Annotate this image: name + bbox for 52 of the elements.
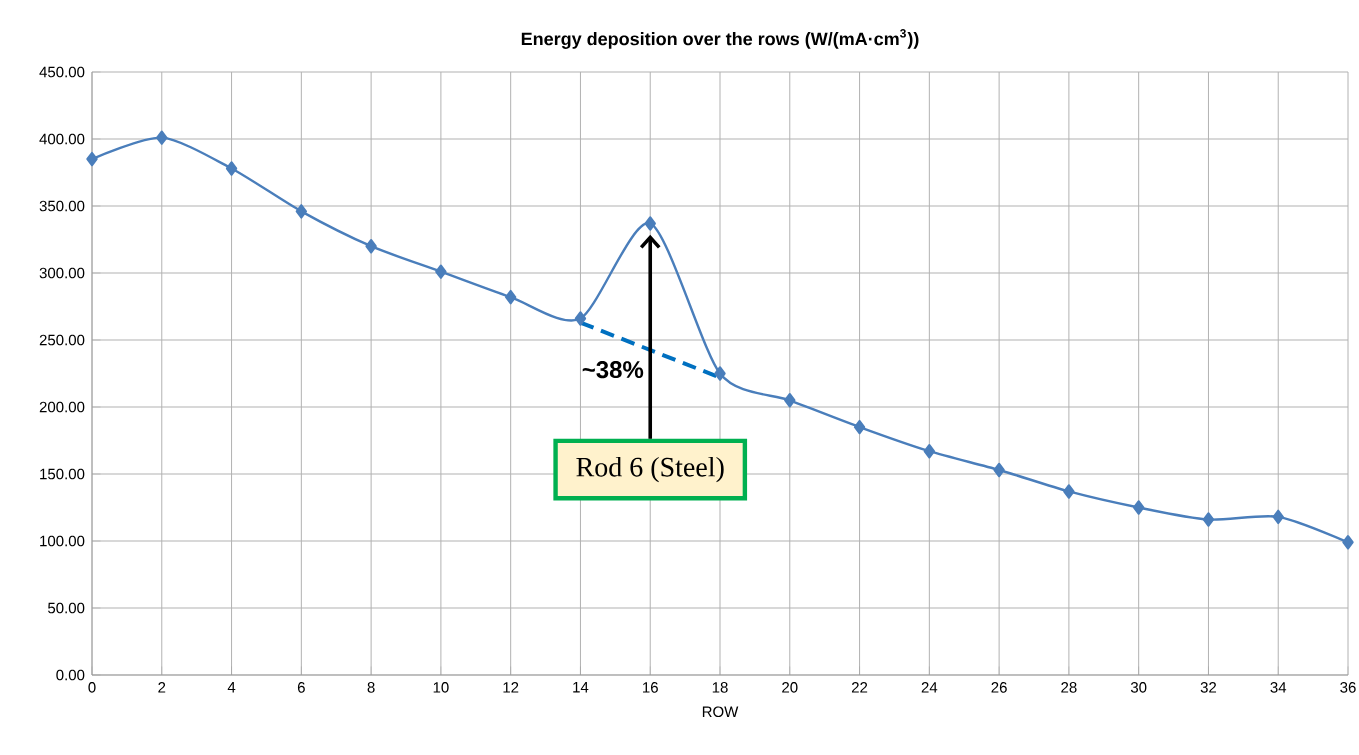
point — [295, 204, 308, 219]
point — [574, 311, 587, 326]
y-tick-label: 300.00 — [39, 267, 85, 279]
point — [86, 151, 98, 167]
point — [1063, 484, 1075, 499]
x-tick-label: 20 — [782, 682, 798, 693]
point — [714, 366, 726, 381]
x-tick-label: 26 — [991, 682, 1007, 693]
x-tick-label: 0 — [88, 682, 96, 693]
x-tick-label: 34 — [1270, 682, 1287, 693]
point — [1342, 535, 1354, 550]
x-tick-label: 22 — [851, 682, 868, 693]
y-tick-label: 0.00 — [56, 669, 85, 681]
point — [365, 238, 377, 254]
x-tick-label: 28 — [1061, 682, 1077, 693]
y-tick-label: 100.00 — [40, 535, 85, 547]
x-tick-label: 24 — [921, 682, 938, 693]
y-tick-label: 350.00 — [39, 200, 85, 212]
chart-title: Energy deposition over the rows (W/(mA·cm$^{3}$)) — [521, 29, 919, 49]
x-tick-label: 14 — [573, 682, 589, 693]
y-tick-label: 150.00 — [40, 468, 85, 480]
point — [784, 393, 796, 408]
x-tick-label: 6 — [297, 682, 305, 693]
point — [644, 216, 656, 231]
x-tick-label: 4 — [227, 682, 236, 693]
y-tick-label: 250.00 — [39, 334, 85, 346]
annotation: ~38% — [582, 361, 644, 379]
point — [156, 130, 168, 145]
point — [225, 161, 238, 176]
x-axis-title: ROW — [702, 706, 739, 718]
x-tick-label: 30 — [1130, 682, 1147, 693]
x-tick-label: 12 — [503, 682, 519, 693]
y-tick-label: 400.00 — [39, 133, 85, 145]
y-tick-label: 450.00 — [39, 66, 85, 78]
point — [504, 289, 517, 305]
point — [1132, 500, 1145, 515]
x-tick-label: 2 — [158, 682, 166, 693]
y-tick-label: 50.00 — [47, 602, 85, 614]
x-tick-label: 8 — [367, 682, 375, 693]
point — [435, 264, 447, 279]
annotation: Rod 6 (Steel) — [576, 456, 724, 483]
x-tick-label: 18 — [712, 682, 728, 693]
point — [1272, 509, 1284, 525]
point — [1202, 512, 1215, 527]
point — [993, 462, 1005, 478]
x-tick-label: 32 — [1200, 682, 1217, 693]
x-tick-label: 36 — [1340, 682, 1356, 693]
x-tick-label: 10 — [433, 682, 449, 693]
point — [853, 419, 866, 435]
x-tick-label: 16 — [643, 682, 658, 693]
point — [923, 444, 936, 459]
y-tick-label: 200.00 — [39, 401, 85, 413]
